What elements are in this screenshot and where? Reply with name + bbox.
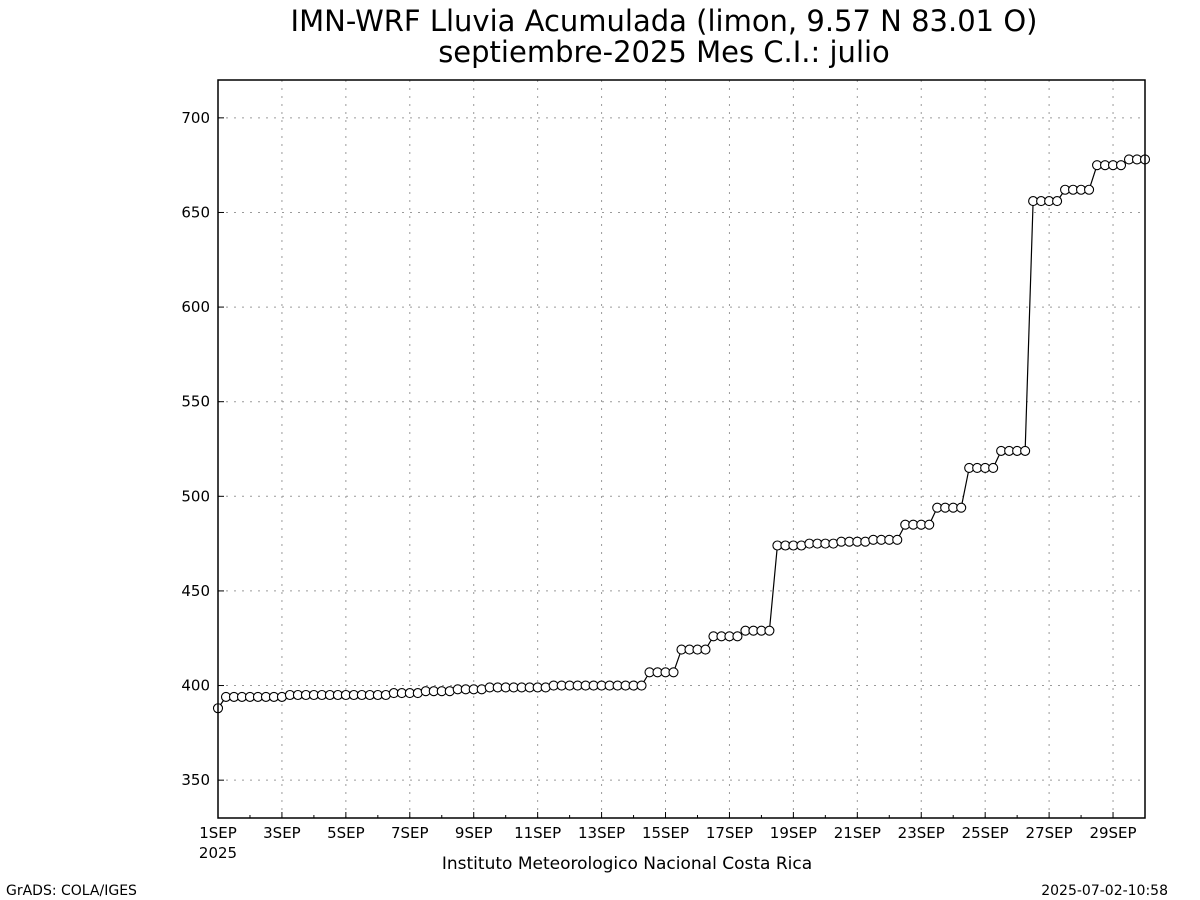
y-tick-label: 700 [181,109,210,127]
x-axis-ticks: 1SEP 3SEP 5SEP 7SEP 9SEP 11SEP 13SEP 15SEP 17SEP… [199,812,1146,842]
x-tick-label: 15SEP [642,824,689,842]
x-tick-label: 5SEP [327,824,365,842]
timestamp-label: 2025-07-02-10:58 [1041,883,1168,899]
x-tick-label: 9SEP [455,824,493,842]
software-credit: GrADS: COLA/IGES [6,883,137,899]
data-point [892,534,903,545]
x-tick-label: 25SEP [962,824,1009,842]
y-tick-label: 450 [181,582,210,600]
institution-label: Instituto Meteorologico Nacional Costa R… [442,854,812,874]
data-point [1115,160,1127,171]
data-point [700,644,711,655]
x-tick-label: 7SEP [391,824,429,842]
chart-title: IMN-WRF Lluvia Acumulada (limon, 9.57 N … [291,4,1038,38]
series-points [212,154,1151,714]
grid-lines [217,80,1145,818]
x-tick-label: 19SEP [770,824,817,842]
x-tick-label: 13SEP [578,824,625,842]
x-tick-label: 11SEP [514,824,561,842]
x-tick-label: 27SEP [1026,824,1073,842]
data-point [1052,196,1063,207]
y-tick-label: 400 [181,677,210,695]
y-axis-ticks: 350 400 450 500 550 600 650 700 [181,109,224,789]
data-point [1020,445,1031,456]
data-point [636,680,647,691]
series-line [217,158,1145,709]
data-point [956,502,967,513]
data-point [732,631,743,642]
x-tick-label: 17SEP [706,824,753,842]
y-tick-label: 500 [181,487,210,505]
y-tick-label: 350 [181,771,210,789]
x-tick-label: 1SEP [199,824,237,842]
data-point [764,625,775,636]
plot-frame [217,79,1146,819]
data-point [1084,184,1095,195]
data-point [668,667,679,678]
chart-subtitle: septiembre-2025 Mes C.I.: julio [438,35,890,69]
data-point [924,519,935,530]
data-point [988,462,999,473]
y-tick-label: 600 [181,298,210,316]
y-tick-label: 550 [181,393,210,411]
x-tick-label: 21SEP [834,824,881,842]
year-label: 2025 [199,844,237,862]
rainfall-line [217,158,1145,709]
x-tick-label: 3SEP [263,824,301,842]
y-tick-label: 650 [181,203,210,221]
x-tick-label: 29SEP [1089,824,1136,842]
x-tick-label: 23SEP [898,824,945,842]
